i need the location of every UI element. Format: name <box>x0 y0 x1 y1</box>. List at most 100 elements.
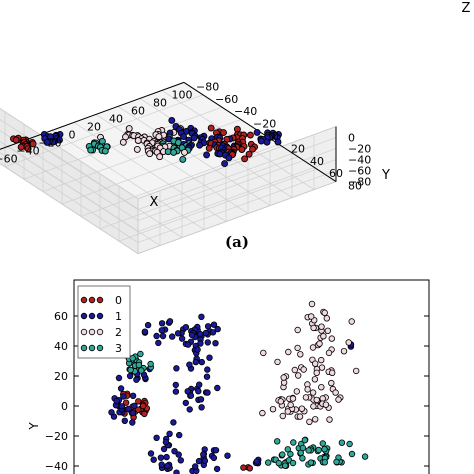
legend-marker <box>96 296 104 304</box>
data-point-series-2 <box>312 360 319 367</box>
data-point-series-2 <box>318 323 325 330</box>
data-point-series-2 <box>274 358 281 366</box>
data-point-series-1 <box>195 381 203 388</box>
data-point-series-1 <box>155 339 162 347</box>
data-point-series-3 <box>274 438 281 445</box>
data-point-series-2 <box>155 133 163 141</box>
data-point-series-1 <box>180 133 188 141</box>
data-point-series-0 <box>24 145 32 153</box>
x-tick-label: −20 <box>38 136 61 149</box>
data-point-series-2 <box>311 376 319 383</box>
y-tick-label: 80 <box>348 180 362 193</box>
data-point-series-1 <box>186 361 193 368</box>
data-point-series-1 <box>192 358 199 366</box>
data-point-series-2 <box>119 138 127 146</box>
data-point-series-3 <box>299 444 307 452</box>
points-layer <box>108 300 369 474</box>
data-point-series-3 <box>289 459 297 467</box>
data-point-series-1 <box>126 372 134 380</box>
data-point-series-1 <box>171 448 178 455</box>
data-point-series-1 <box>187 392 195 399</box>
data-point-series-1 <box>186 406 193 413</box>
data-point-series-0 <box>246 131 254 139</box>
data-point-series-1 <box>182 399 189 407</box>
data-point-series-2 <box>134 137 142 144</box>
legend-marker <box>88 344 96 352</box>
data-point-series-2 <box>125 125 133 133</box>
data-point-series-1 <box>153 434 160 441</box>
x-axis-line <box>0 81 185 150</box>
data-point-series-1 <box>117 385 125 392</box>
data-point-series-2 <box>309 389 317 396</box>
data-point-series-1 <box>166 318 174 325</box>
data-point-series-2 <box>309 344 317 351</box>
data-point-series-0 <box>245 150 253 158</box>
data-point-series-2 <box>287 401 294 409</box>
data-point-series-2 <box>353 367 360 375</box>
data-point-series-1 <box>162 438 170 446</box>
data-point-series-2 <box>326 416 333 423</box>
data-point-series-2 <box>156 153 164 161</box>
data-point-series-1 <box>131 402 138 409</box>
data-point-series-2 <box>323 315 330 322</box>
y-tick-label: 0 <box>272 130 279 143</box>
data-point-series-1 <box>113 397 120 405</box>
y-tick-label: 0 <box>61 400 68 413</box>
legend-marker <box>80 344 88 352</box>
y-axis-label: Y <box>27 422 41 431</box>
data-point-series-3 <box>299 455 306 462</box>
data-point-series-1 <box>195 388 202 395</box>
data-point-series-2 <box>297 351 304 358</box>
grid-line-z-side <box>0 152 139 243</box>
data-point-series-2 <box>279 412 286 420</box>
grid-line-y <box>4 94 204 168</box>
data-point-series-3 <box>315 446 322 454</box>
data-point-series-2 <box>284 408 291 415</box>
data-point-series-1 <box>197 396 205 403</box>
data-point-series-1 <box>173 469 180 474</box>
data-point-series-0 <box>141 410 148 418</box>
y-axis-label: Y <box>381 168 390 183</box>
data-point-series-1 <box>133 376 140 383</box>
legend: 0 1 2 3 <box>77 285 131 359</box>
data-point-series-1 <box>158 320 166 327</box>
data-point-series-1 <box>225 154 233 162</box>
y-tick-label: 60 <box>54 310 68 323</box>
axis-panes <box>0 81 337 255</box>
x-tick-label: 40 <box>109 112 123 125</box>
data-point-series-2 <box>133 145 141 153</box>
data-point-series-0 <box>246 465 253 472</box>
legend-label: 2 <box>115 326 122 339</box>
data-point-series-1 <box>121 417 128 424</box>
data-point-series-1 <box>213 465 221 473</box>
data-point-series-2 <box>313 396 320 404</box>
data-point-series-2 <box>285 348 292 356</box>
data-point-series-1 <box>204 339 211 346</box>
data-point-series-3 <box>170 148 178 156</box>
y-tick-label: 40 <box>54 340 68 353</box>
data-point-series-2 <box>146 150 154 158</box>
data-point-series-1 <box>197 330 204 338</box>
data-point-series-0 <box>135 406 142 413</box>
data-point-series-1 <box>164 462 171 470</box>
data-point-series-1 <box>188 331 196 339</box>
data-point-series-3 <box>305 447 312 454</box>
data-point-series-1 <box>158 461 165 468</box>
x-tick-label: 60 <box>131 104 145 117</box>
data-point-series-2 <box>312 416 319 423</box>
data-point-series-0 <box>17 143 25 151</box>
x-tick-label: 80 <box>153 96 167 109</box>
data-point-series-0 <box>139 402 147 410</box>
data-point-series-3 <box>101 147 109 155</box>
data-point-series-1 <box>224 452 231 459</box>
data-point-series-2 <box>340 348 348 355</box>
data-point-series-1 <box>120 393 127 400</box>
data-point-series-3 <box>319 440 326 447</box>
scatter-2d-plot: 60 40 20 0 −20 −40 Y 0 1 2 3 <box>27 279 430 474</box>
data-point-series-3 <box>87 146 95 154</box>
x-tick-label: 100 <box>172 88 193 101</box>
data-point-series-1 <box>168 333 176 340</box>
data-point-series-2 <box>316 340 323 347</box>
data-point-series-3 <box>179 155 187 163</box>
x-tick-label: 0 <box>69 128 76 141</box>
